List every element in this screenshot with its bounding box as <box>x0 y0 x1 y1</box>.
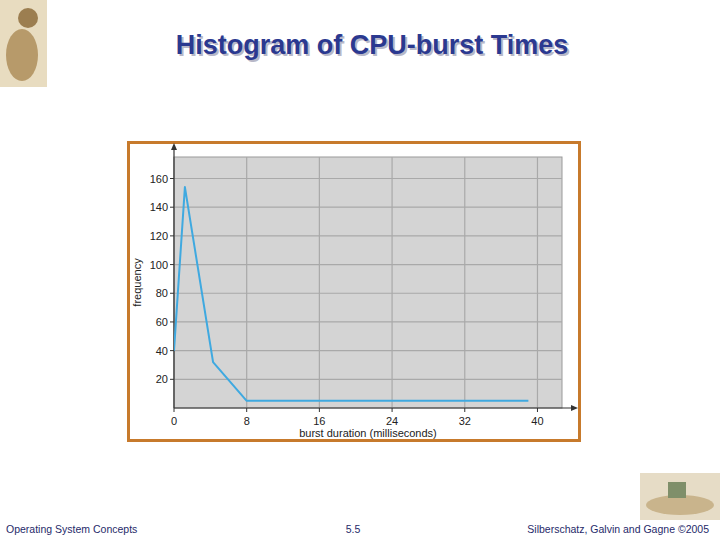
tick-label: 32 <box>459 415 471 427</box>
axis-arrow <box>171 143 177 150</box>
footer-left: Operating System Concepts <box>6 523 137 535</box>
footer-right: Silberschatz, Galvin and Gagne ©2005 <box>527 523 709 535</box>
picture-shape <box>6 29 38 81</box>
grid-line <box>537 157 538 408</box>
title: Histogram of CPU-burst Times <box>176 30 569 60</box>
series-group <box>174 187 528 401</box>
picture-bg <box>640 473 720 520</box>
tick-label: 120 <box>150 230 168 242</box>
chart-frame <box>129 143 580 441</box>
x-axis <box>174 407 574 408</box>
tick-label: 0 <box>171 415 177 427</box>
grid-line <box>174 379 562 380</box>
axis-arrow <box>571 405 578 411</box>
tick-label: 20 <box>156 373 168 385</box>
footer-center: 5.5 <box>346 523 361 535</box>
corner-picture-top <box>0 0 47 87</box>
grid-line <box>174 207 562 208</box>
tick-label: 24 <box>386 415 398 427</box>
grid-line <box>464 157 465 408</box>
grid-line <box>174 350 562 351</box>
data-line <box>174 187 528 401</box>
tick-label: 80 <box>156 287 168 299</box>
grid-line <box>174 264 562 265</box>
tick-label: 40 <box>156 345 168 357</box>
picture-bg <box>0 0 47 87</box>
y-axis <box>173 147 174 408</box>
y-axis-label: frequency <box>131 258 143 307</box>
picture-shape <box>668 482 686 498</box>
tick-label: 40 <box>531 415 543 427</box>
slide-canvas: Histogram of CPU-burst TimesHistogram of… <box>0 0 720 540</box>
tick-label: 140 <box>150 201 168 213</box>
tick-label: 16 <box>313 415 325 427</box>
grid <box>174 157 562 408</box>
corner-picture-bottom <box>640 473 720 520</box>
grid-line <box>174 293 562 294</box>
grid-line <box>174 178 562 179</box>
grid-line <box>174 235 562 236</box>
grid-line <box>174 321 562 322</box>
tick-label: 160 <box>150 173 168 185</box>
x-axis-label: burst duration (milliseconds) <box>299 427 437 439</box>
tick-label: 8 <box>244 415 250 427</box>
tick-label: 100 <box>150 259 168 271</box>
grid-line <box>246 157 247 408</box>
slide: Histogram of CPU-burst TimesHistogram of… <box>0 0 720 540</box>
grid-line <box>391 157 392 408</box>
grid-line <box>319 157 320 408</box>
tick-label: 60 <box>156 316 168 328</box>
plot-area <box>174 157 562 408</box>
picture-shape <box>18 8 38 28</box>
